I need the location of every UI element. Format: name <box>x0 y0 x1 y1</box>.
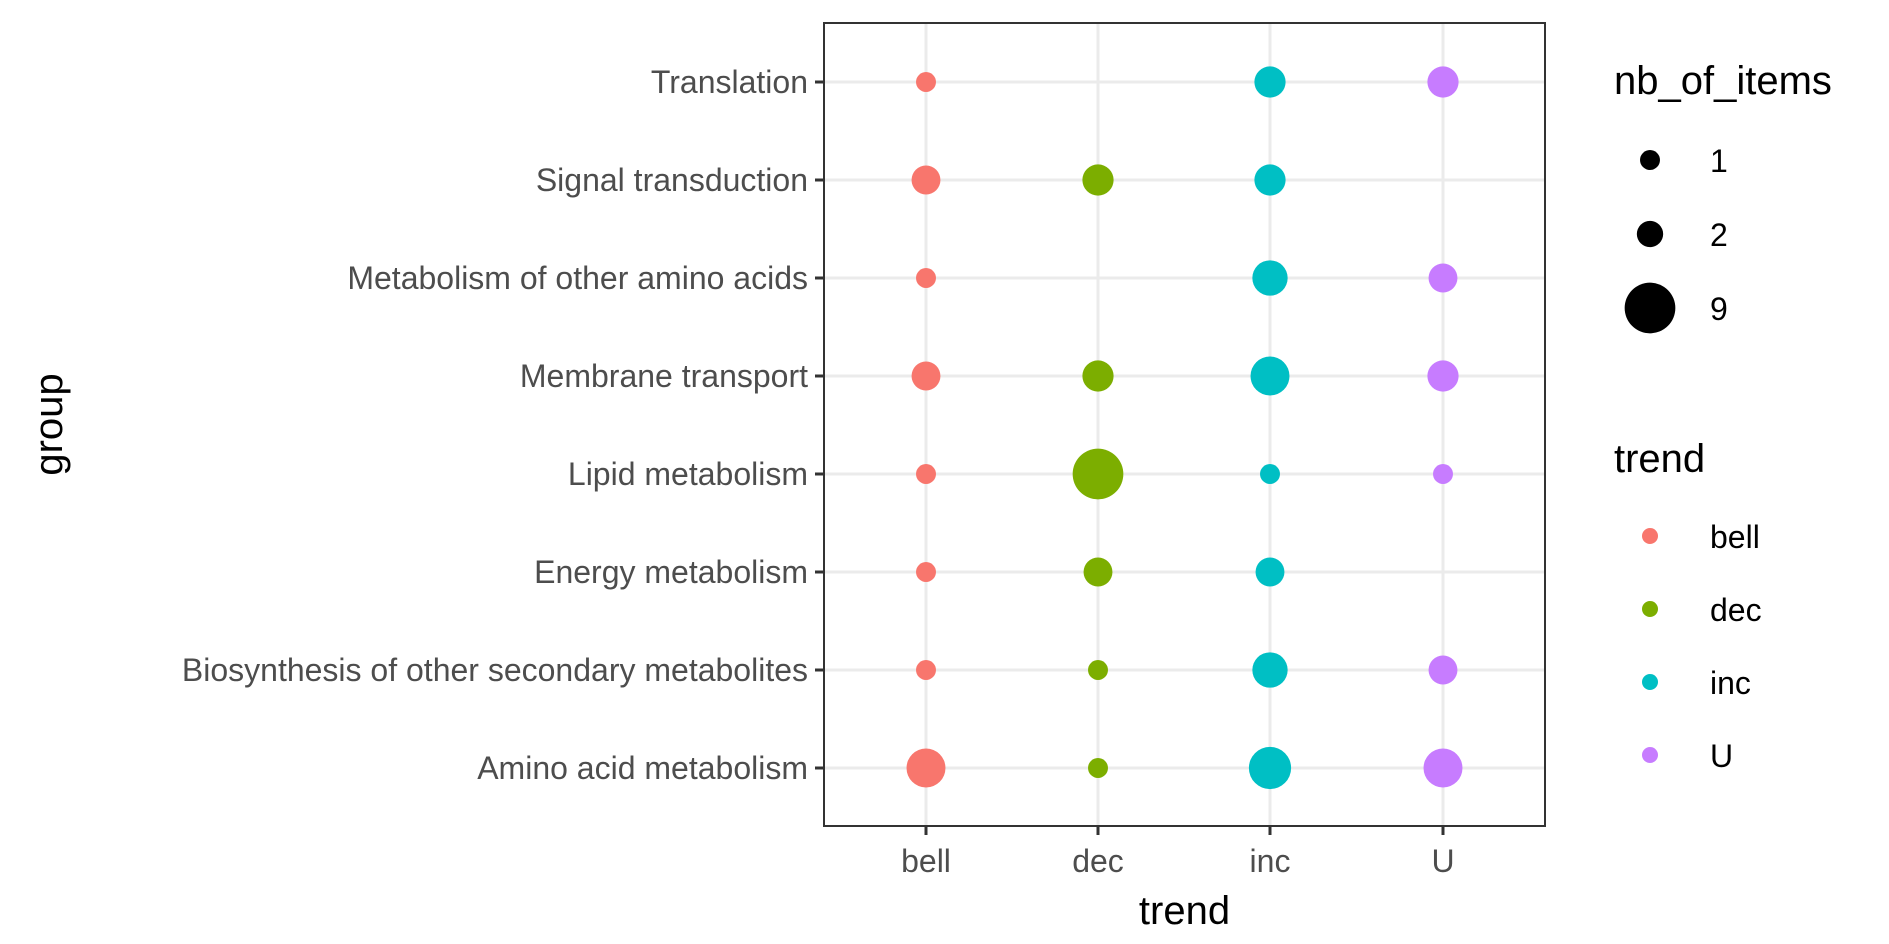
x-axis-title: trend <box>1139 889 1230 933</box>
size-legend-title: nb_of_items <box>1614 59 1832 103</box>
y-tick-label-amino-acid-metabolism: Amino acid metabolism <box>477 750 808 786</box>
point-inc-signal-transduction <box>1254 164 1286 196</box>
point-inc-metabolism-of-other-amino-acids <box>1252 260 1288 296</box>
point-bell-membrane-transport <box>911 361 941 391</box>
point-u-amino-acid-metabolism <box>1423 748 1463 788</box>
point-inc-membrane-transport <box>1250 356 1290 396</box>
point-dec-amino-acid-metabolism <box>1088 758 1108 778</box>
point-bell-translation <box>916 72 936 92</box>
y-tick-label-signal-transduction: Signal transduction <box>536 162 808 198</box>
point-bell-energy-metabolism <box>916 562 936 582</box>
point-bell-biosynthesis-of-other-secondary-metabolites <box>916 660 936 680</box>
color-legend-label-inc: inc <box>1710 665 1751 701</box>
x-tick-label-u: U <box>1431 843 1454 879</box>
y-tick-label-biosynthesis-of-other-secondary-metabolites: Biosynthesis of other secondary metaboli… <box>182 652 808 688</box>
color-legend: trend bell dec inc U <box>1614 437 1762 774</box>
ticks-layer <box>815 80 1445 835</box>
points-layer <box>906 66 1463 790</box>
x-tick-label-dec: dec <box>1072 843 1124 879</box>
x-tick-label-bell: bell <box>901 843 951 879</box>
y-tick-label-metabolism-of-other-amino-acids: Metabolism of other amino acids <box>347 260 808 296</box>
color-legend-key-bell <box>1642 528 1658 544</box>
point-inc-lipid-metabolism <box>1260 464 1280 484</box>
color-legend-label-bell: bell <box>1710 519 1760 555</box>
grid-layer <box>824 23 1545 826</box>
point-inc-energy-metabolism <box>1255 557 1285 587</box>
point-dec-biosynthesis-of-other-secondary-metabolites <box>1088 660 1108 680</box>
color-legend-key-inc <box>1642 674 1658 690</box>
point-inc-amino-acid-metabolism <box>1248 746 1292 790</box>
size-legend-key-1 <box>1640 150 1660 170</box>
size-legend: nb_of_items 1 2 9 <box>1614 59 1832 334</box>
color-legend-label-dec: dec <box>1710 592 1762 628</box>
panel-border <box>823 22 1546 827</box>
point-inc-biosynthesis-of-other-secondary-metabolites <box>1252 652 1288 688</box>
point-dec-signal-transduction <box>1082 164 1114 196</box>
point-inc-translation <box>1254 66 1286 98</box>
point-u-biosynthesis-of-other-secondary-metabolites <box>1428 655 1458 685</box>
size-legend-label-9: 9 <box>1710 291 1728 327</box>
point-u-lipid-metabolism <box>1433 464 1453 484</box>
point-bell-metabolism-of-other-amino-acids <box>916 268 936 288</box>
color-legend-key-dec <box>1642 601 1658 617</box>
point-u-translation <box>1427 66 1459 98</box>
y-axis-title: group <box>27 373 71 475</box>
size-legend-key-9 <box>1624 282 1676 334</box>
y-tick-labels: Amino acid metabolism Biosynthesis of oth… <box>182 64 808 786</box>
y-tick-label-translation: Translation <box>651 64 808 100</box>
size-legend-label-2: 2 <box>1710 217 1728 253</box>
point-u-metabolism-of-other-amino-acids <box>1428 263 1458 293</box>
x-tick-labels: bell dec inc U <box>901 843 1454 879</box>
point-bell-amino-acid-metabolism <box>906 748 946 788</box>
color-legend-label-u: U <box>1710 738 1733 774</box>
y-tick-label-membrane-transport: Membrane transport <box>520 358 808 394</box>
point-dec-membrane-transport <box>1082 360 1114 392</box>
point-bell-signal-transduction <box>911 165 941 195</box>
point-dec-energy-metabolism <box>1083 557 1113 587</box>
y-tick-label-lipid-metabolism: Lipid metabolism <box>568 456 808 492</box>
size-legend-key-2 <box>1636 220 1664 248</box>
y-tick-label-energy-metabolism: Energy metabolism <box>534 554 808 590</box>
point-u-membrane-transport <box>1427 360 1459 392</box>
color-legend-title: trend <box>1614 437 1705 481</box>
color-legend-key-u <box>1642 747 1658 763</box>
size-legend-label-1: 1 <box>1710 143 1728 179</box>
x-tick-label-inc: inc <box>1250 843 1291 879</box>
point-dec-lipid-metabolism <box>1072 448 1124 500</box>
point-bell-lipid-metabolism <box>916 464 936 484</box>
